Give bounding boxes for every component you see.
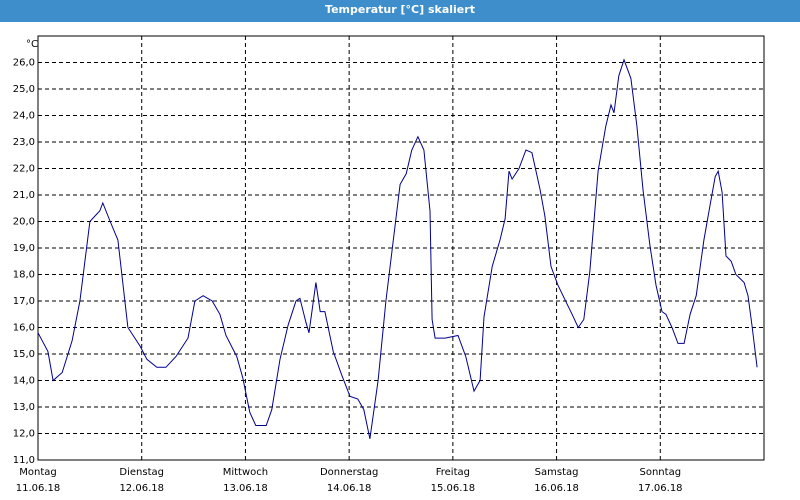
y-tick-label: 13,0: [13, 402, 35, 413]
y-tick-label: 11,0: [13, 455, 35, 466]
x-tick-label: Freitag: [436, 467, 470, 478]
x-tick-label: Montag: [19, 467, 56, 478]
y-tick-label: 25,0: [13, 84, 35, 95]
x-tick-label: Dienstag: [119, 467, 164, 478]
x-tick-date: 13.06.18: [223, 483, 268, 494]
x-tick-label: Donnerstag: [320, 467, 378, 478]
y-tick-label: 21,0: [13, 190, 35, 201]
x-tick-date: 17.06.18: [638, 483, 683, 494]
x-tick-date: 14.06.18: [327, 483, 372, 494]
x-tick-date: 15.06.18: [431, 483, 476, 494]
x-tick-label: Samstag: [535, 467, 579, 478]
y-tick-label: 16,0: [13, 323, 35, 334]
x-tick-date: 12.06.18: [119, 483, 164, 494]
y-tick-label: 22,0: [13, 164, 35, 175]
x-tick-label: Sonntag: [640, 467, 682, 478]
x-tick-label: Mittwoch: [223, 467, 268, 478]
plot-frame: [37, 35, 765, 461]
y-tick-label: 18,0: [13, 270, 35, 281]
y-unit: °C: [26, 39, 38, 50]
data-line: [37, 58, 758, 439]
y-tick-label: 19,0: [13, 243, 35, 254]
y-tick-label: 24,0: [13, 111, 35, 122]
chart: °C 11,0 12,0 13,0 14,0 15,0 16,0 17,0 18,0 19,0 2…: [13, 35, 765, 494]
chart-title: Temperatur [°C] skaliert: [0, 0, 800, 22]
y-tick-label: 26,0: [13, 58, 35, 69]
x-tick-date: 16.06.18: [534, 483, 579, 494]
y-tick-label: 23,0: [13, 137, 35, 148]
y-tick-label: 12,0: [13, 429, 35, 440]
y-tick-label: 17,0: [13, 296, 35, 307]
y-tick-label: 20,0: [13, 217, 35, 228]
y-tick-label: 14,0: [13, 376, 35, 387]
y-tick-label: 15,0: [13, 349, 35, 360]
x-tick-date: 11.06.18: [16, 483, 61, 494]
